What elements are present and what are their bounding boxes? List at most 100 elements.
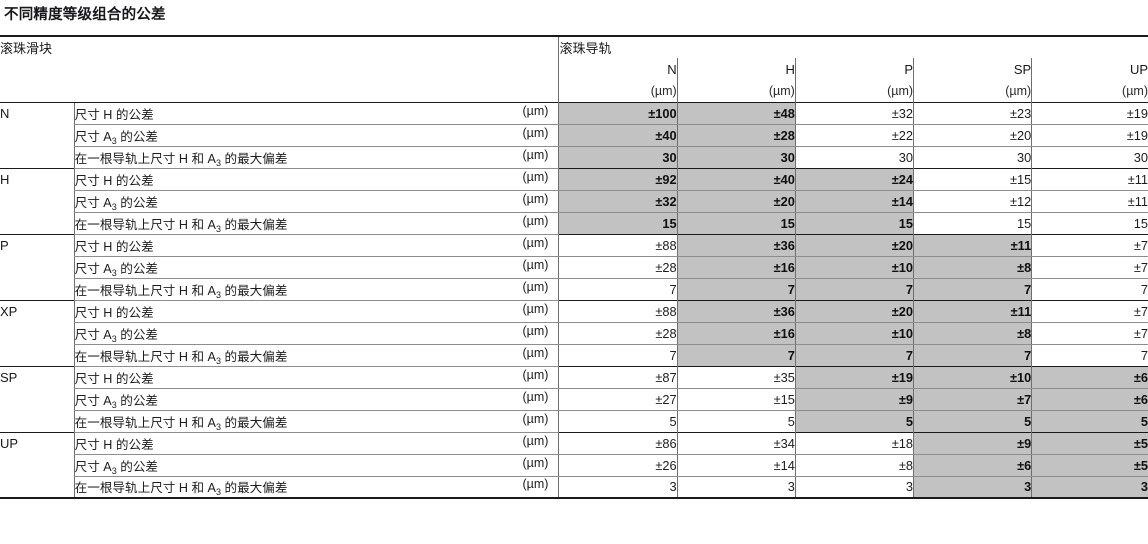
cell-h-h-p: ±24 [794, 167, 914, 191]
header-unit-p: (µm) [794, 80, 914, 102]
cell-sp-dev-n: 5 [558, 410, 678, 432]
cell-n-a3-up: ±19 [1031, 124, 1148, 147]
cell-up-dev-up: 3 [1031, 476, 1148, 499]
header-spacer-left-2 [0, 80, 559, 102]
cell-up-a3-n: ±26 [558, 454, 678, 477]
header-col-up: UP [1031, 58, 1148, 80]
cell-p-a3-up: ±7 [1031, 256, 1148, 279]
cell-p-dev-sp: 7 [913, 278, 1032, 300]
cell-xp-a3-up: ±7 [1031, 322, 1148, 345]
row-label-h: 尺寸 H 的公差 (µm) [73, 167, 559, 191]
row-label-text: 在一根导轨上尺寸 H 和 A3 的最大偏差 [74, 349, 288, 366]
header-unit-up: (µm) [1031, 80, 1148, 102]
row-label-text: 尺寸 A3 的公差 [74, 261, 159, 278]
cell-n-a3-n: ±40 [558, 124, 678, 147]
row-unit: (µm) [522, 191, 549, 206]
cell-xp-h-p: ±20 [794, 299, 914, 323]
table-row: 在一根导轨上尺寸 H 和 A3 的最大偏差 (µm) 3 3 3 3 3 [0, 476, 1148, 499]
cell-up-dev-h: 3 [676, 476, 796, 499]
cell-up-a3-sp: ±6 [913, 454, 1032, 477]
cell-sp-dev-sp: 5 [913, 410, 1032, 432]
cell-n-h-up: ±19 [1031, 101, 1148, 125]
row-group-grade-n: N [0, 101, 75, 124]
cell-p-dev-n: 7 [558, 278, 678, 300]
row-label-text: 尺寸 H 的公差 [74, 371, 154, 386]
row-unit: (µm) [522, 169, 549, 184]
cell-n-dev-sp: 30 [913, 146, 1032, 168]
row-group-grade-up [0, 476, 75, 499]
header-group-row: 滚珠滑块 滚珠导轨 [0, 35, 1148, 58]
cell-xp-a3-p: ±10 [794, 322, 914, 345]
cell-h-a3-n: ±32 [558, 190, 678, 213]
row-label-text: 尺寸 A3 的公差 [74, 327, 159, 344]
table-row: N 尺寸 H 的公差 (µm) ±100 ±48 ±32 ±23 ±19 [0, 101, 1148, 125]
row-unit: (µm) [522, 389, 549, 404]
cell-up-dev-p: 3 [794, 476, 914, 499]
cell-sp-h-h: ±35 [676, 365, 796, 389]
row-label-text: 尺寸 A3 的公差 [74, 195, 159, 212]
row-label-text: 在一根导轨上尺寸 H 和 A3 的最大偏差 [74, 217, 288, 234]
row-label-text: 尺寸 A3 的公差 [74, 393, 159, 410]
cell-xp-dev-n: 7 [558, 344, 678, 366]
cell-xp-h-h: ±36 [676, 299, 796, 323]
cell-xp-dev-up: 7 [1031, 344, 1148, 366]
table-row: 在一根导轨上尺寸 H 和 A3 的最大偏差 (µm) 30 30 30 30 30 [0, 146, 1148, 169]
row-label-text: 尺寸 H 的公差 [74, 173, 154, 188]
row-unit: (µm) [522, 411, 549, 426]
cell-p-dev-p: 7 [794, 278, 914, 300]
cell-p-a3-sp: ±8 [913, 256, 1032, 279]
table-row: 尺寸 A3 的公差 (µm) ±28 ±16 ±10 ±8 ±7 [0, 322, 1148, 345]
cell-sp-h-sp: ±10 [913, 365, 1032, 389]
row-label-h: 尺寸 H 的公差 (µm) [73, 365, 559, 389]
cell-xp-dev-h: 7 [676, 344, 796, 366]
row-group-grade-h [0, 212, 74, 234]
table-row: 在一根导轨上尺寸 H 和 A3 的最大偏差 (µm) 5 5 5 5 5 [0, 410, 1148, 433]
header-letter-row: N H P SP UP [0, 58, 1148, 80]
row-group-grade-up [0, 454, 74, 476]
table-row: 尺寸 A3 的公差 (µm) ±32 ±20 ±14 ±12 ±11 [0, 190, 1148, 213]
row-label-text: 尺寸 A3 的公差 [74, 459, 159, 476]
cell-xp-h-sp: ±11 [913, 299, 1032, 323]
cell-h-dev-up: 15 [1031, 212, 1148, 234]
cell-n-h-sp: ±23 [913, 101, 1032, 125]
row-group-grade-sp [0, 388, 74, 410]
cell-sp-dev-h: 5 [676, 410, 796, 432]
header-unit-row: (µm) (µm) (µm) (µm) (µm) [0, 80, 1148, 102]
cell-up-dev-n: 3 [558, 476, 678, 499]
cell-up-dev-sp: 3 [913, 476, 1032, 499]
cell-p-a3-h: ±16 [676, 256, 796, 279]
cell-n-dev-p: 30 [794, 146, 914, 168]
cell-p-h-n: ±88 [558, 233, 678, 257]
cell-xp-dev-sp: 7 [913, 344, 1032, 366]
cell-p-h-h: ±36 [676, 233, 796, 257]
row-group-grade-n [0, 146, 74, 168]
row-group-grade-p [0, 278, 74, 300]
row-label-dev: 在一根导轨上尺寸 H 和 A3 的最大偏差 (µm) [73, 410, 559, 433]
page-title: 不同精度等级组合的公差 [4, 7, 166, 23]
cell-h-dev-h: 15 [676, 212, 796, 234]
header-spacer-left [0, 58, 559, 80]
cell-n-a3-sp: ±20 [913, 124, 1032, 147]
header-right-group-label: 滚珠导轨 [558, 35, 1148, 58]
table-row: 尺寸 A3 的公差 (µm) ±28 ±16 ±10 ±8 ±7 [0, 256, 1148, 279]
row-unit: (µm) [522, 147, 549, 162]
table-row: 在一根导轨上尺寸 H 和 A3 的最大偏差 (µm) 7 7 7 7 7 [0, 344, 1148, 367]
table-row: H 尺寸 H 的公差 (µm) ±92 ±40 ±24 ±15 ±11 [0, 167, 1148, 191]
cell-p-a3-p: ±10 [794, 256, 914, 279]
row-label-a3: 尺寸 A3 的公差 (µm) [73, 322, 559, 345]
cell-h-h-n: ±92 [558, 167, 678, 191]
row-label-text: 尺寸 H 的公差 [74, 437, 154, 452]
cell-h-h-h: ±40 [676, 167, 796, 191]
cell-p-h-up: ±7 [1031, 233, 1148, 257]
row-group-grade-up: UP [0, 431, 75, 454]
header-col-sp: SP [913, 58, 1032, 80]
header-unit-h: (µm) [676, 80, 796, 102]
cell-p-dev-h: 7 [676, 278, 796, 300]
cell-p-a3-n: ±28 [558, 256, 678, 279]
cell-n-h-n: ±100 [558, 101, 678, 125]
cell-xp-a3-n: ±28 [558, 322, 678, 345]
row-group-grade-sp [0, 410, 74, 432]
cell-h-h-sp: ±15 [913, 167, 1032, 191]
cell-xp-dev-p: 7 [794, 344, 914, 366]
